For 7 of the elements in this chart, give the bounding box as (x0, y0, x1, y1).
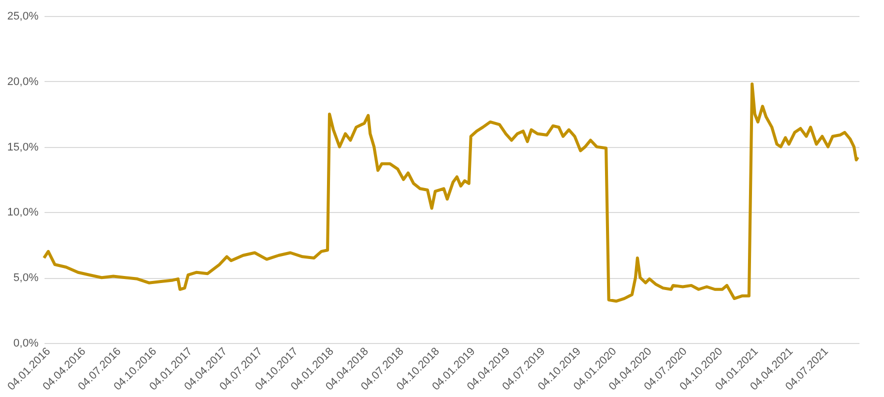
y-tick-label: 25,0% (7, 10, 39, 22)
y-tick-label: 20,0% (7, 76, 39, 88)
y-tick-label: 10,0% (7, 206, 39, 219)
y-tick-label: 5,0% (13, 272, 39, 284)
y-tick-label: 15,0% (7, 141, 39, 154)
y-tick-label: 0,0% (13, 338, 39, 350)
line-series (42, 82, 860, 303)
